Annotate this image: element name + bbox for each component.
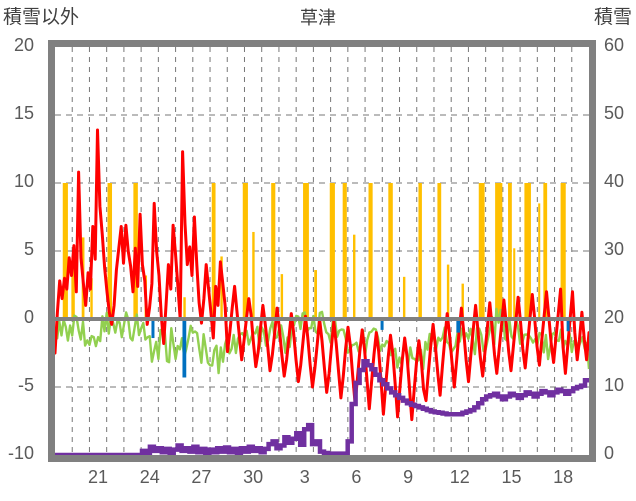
right-axis-title: 積雪 [593,7,632,28]
precipitation-bar [368,183,373,319]
negative-bar [380,319,384,330]
right-tick-label: 0 [604,443,615,463]
secondary-line [55,307,589,375]
precipitation-bar [329,183,335,319]
precipitation-bar [271,183,276,319]
left-axis-title: 積雪以外 [3,7,80,28]
x-tick-label: 12 [449,467,470,487]
left-tick-label: -10 [7,443,34,463]
x-tick-label: 24 [139,467,160,487]
negative-bar [182,319,187,378]
chart-title: 草津 [300,8,336,28]
precipitation-bar [495,183,503,319]
x-tick-label: 15 [501,467,522,487]
left-tick-label: 10 [13,171,34,191]
negative-bar [151,319,155,339]
precipitation-bar [252,231,255,319]
chart-svg [55,47,589,455]
right-tick-label: 50 [604,103,625,123]
precipitation-bar [71,261,75,319]
precipitation-bar [183,297,186,319]
x-tick-label: 9 [403,467,414,487]
negative-bar [456,319,461,333]
precipitation-bar [508,183,512,319]
negative-bars [151,319,570,378]
precipitation-bar [280,274,284,319]
precipitation-bar [513,248,516,319]
precipitation-bar [524,183,531,319]
precipitation-bar [478,183,485,319]
x-tick-label: 27 [191,467,212,487]
precipitation-bar [560,183,566,319]
left-tick-label: -5 [17,375,34,395]
left-tick-label: 0 [23,307,34,327]
x-tick-label: 30 [243,467,264,487]
precipitation-bar [543,183,548,319]
left-tick-label: 5 [23,239,34,259]
right-tick-label: 20 [604,307,625,327]
right-tick-label: 60 [604,35,625,55]
precipitation-bar [437,183,442,319]
temperature-line [55,128,589,422]
x-tick-label: 3 [299,467,310,487]
precipitation-bar [418,183,422,319]
precipitation-bar [242,183,248,319]
left-tick-label: 20 [13,35,34,55]
precipitation-bar [402,276,406,319]
precipitation-bar [314,270,318,319]
precipitation-bar [461,283,464,319]
x-tick-label: 21 [88,467,109,487]
precipitation-bar [388,183,393,319]
left-tick-label: 15 [13,103,34,123]
right-tick-label: 10 [604,375,625,395]
plot-area [48,40,596,462]
snow-depth-line [55,358,589,455]
precipitation-bar [353,234,356,319]
plot-inner [55,47,589,455]
precipitation-bar [220,256,223,319]
precipitation-bar [446,264,450,319]
precipitation-bar [107,183,113,319]
precipitation-bar [342,183,347,319]
x-tick-label: 6 [351,467,362,487]
x-tick-label: 18 [553,467,574,487]
precipitation-bar [62,183,68,319]
precipitation-bar [90,278,93,319]
negative-bar [566,319,570,332]
precipitation-bar [303,183,309,319]
right-tick-label: 40 [604,171,625,191]
precipitation-bar [538,203,541,319]
precipitation-bar [211,183,216,319]
right-tick-label: 30 [604,239,625,259]
